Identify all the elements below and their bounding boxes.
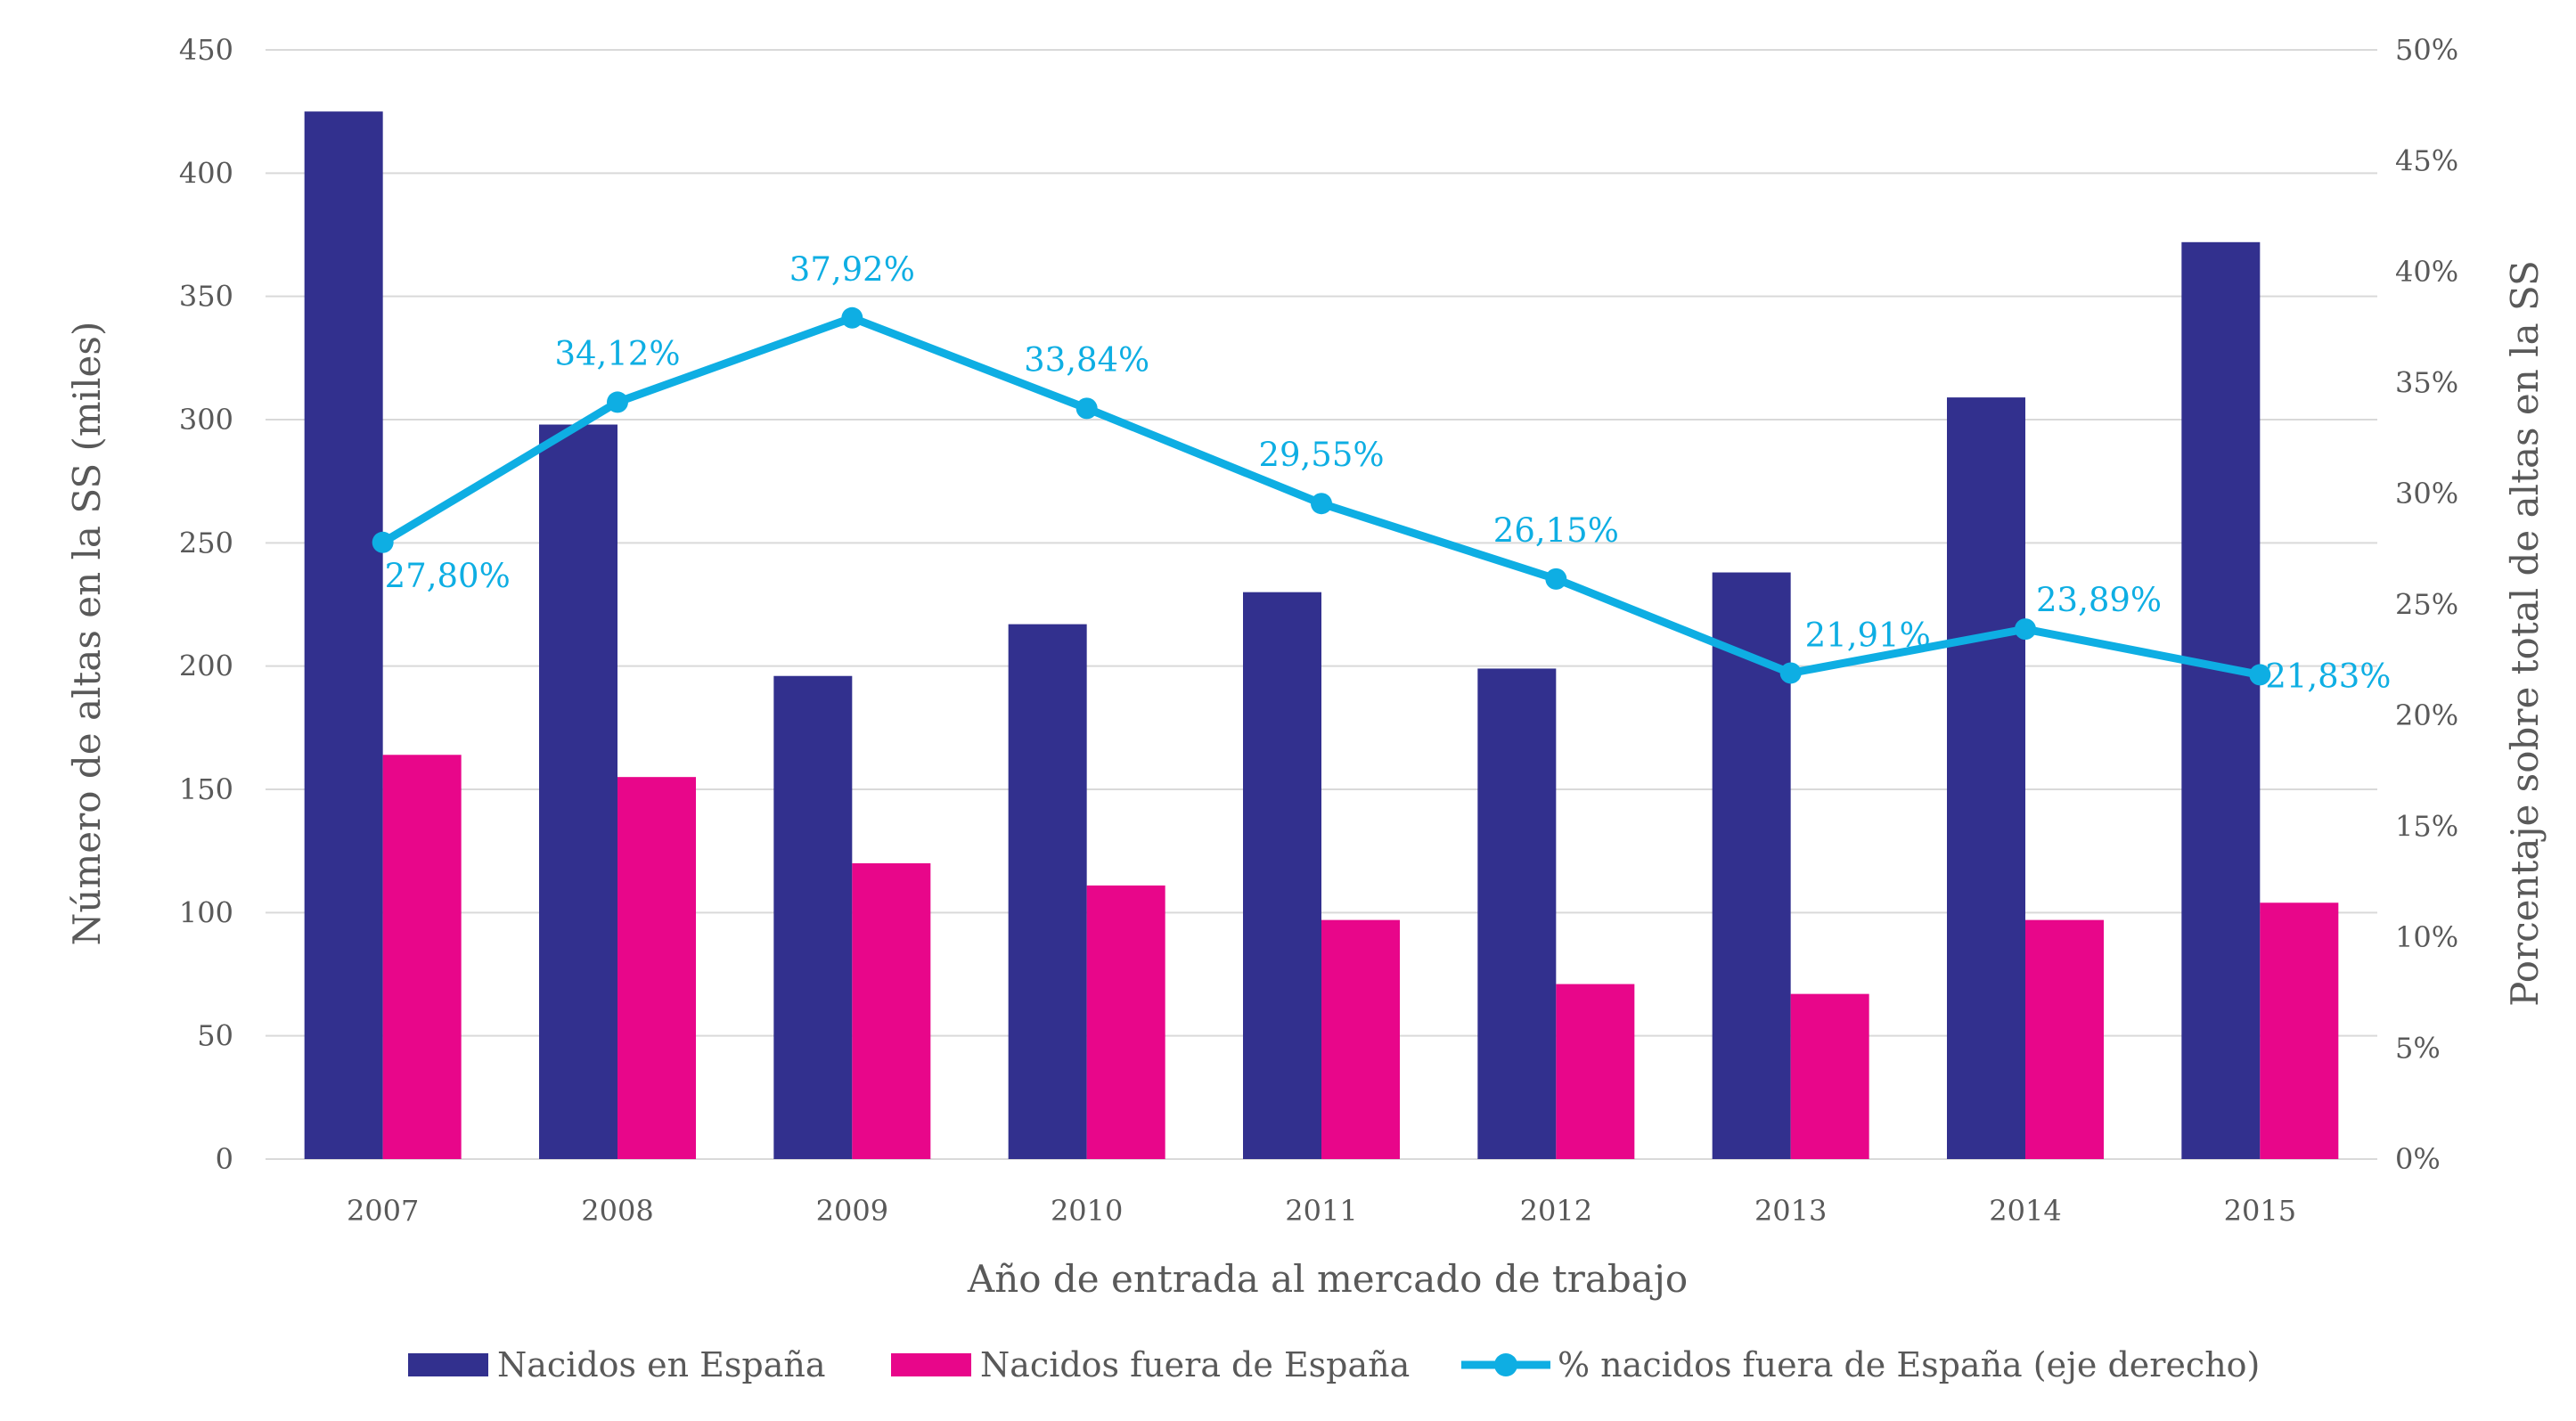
x-tick-label: 2011 (1285, 1194, 1357, 1228)
legend-label: Nacidos fuera de España (980, 1345, 1410, 1384)
bar (1477, 668, 1557, 1159)
line-point (841, 306, 863, 329)
bar (1556, 984, 1635, 1159)
y-tick-label: 50 (197, 1019, 233, 1053)
y-tick-label: 300 (179, 403, 233, 437)
bar (2181, 241, 2261, 1159)
line-point (1075, 397, 1098, 420)
data-label: 29,55% (1258, 436, 1384, 474)
bar (617, 777, 696, 1159)
y2-tick-label: 45% (2395, 144, 2458, 178)
y-tick-label: 200 (179, 649, 233, 683)
legend-label: % nacidos fuera de España (eje derecho) (1558, 1345, 2260, 1384)
bar (304, 111, 383, 1160)
data-label: 23,89% (2036, 581, 2162, 619)
y2-axis-title: Porcentaje sobre total de altas en la SS (2503, 260, 2547, 1007)
percentage-line (372, 306, 2271, 686)
line-point (1311, 493, 1332, 515)
data-labels: 27,80% 34,12% 37,92% 33,84% 29,55% 26,15% 21,9… (385, 250, 2392, 696)
line-point (2249, 664, 2271, 686)
x-tick-label: 2010 (1051, 1194, 1123, 1228)
x-axis-title: Año de entrada al mercado de trabajo (967, 1257, 1688, 1301)
line-point (1779, 662, 1802, 684)
y2-tick-label: 0% (2395, 1142, 2441, 1176)
line-point (372, 531, 394, 553)
legend: Nacidos en España Nacidos fuera de España… (408, 1345, 2260, 1384)
y-tick-label: 400 (179, 156, 233, 190)
y-tick-label: 450 (179, 33, 233, 67)
right-axis-ticks: 0% 5% 10% 15% 20% 25% 30% 35% 40% 45% 50% (2395, 33, 2458, 1176)
y-axis-title: Número de altas en la SS (miles) (65, 322, 109, 946)
legend-swatch (408, 1353, 488, 1376)
x-tick-label: 2009 (816, 1194, 888, 1228)
data-label: 34,12% (554, 334, 680, 372)
line-point (607, 391, 628, 413)
bar (1947, 397, 2025, 1160)
y2-tick-label: 25% (2395, 588, 2458, 622)
bar (539, 424, 617, 1159)
data-label: 37,92% (789, 250, 915, 289)
y-tick-label: 100 (179, 895, 233, 929)
x-tick-label: 2014 (1989, 1194, 2061, 1228)
y2-tick-label: 30% (2395, 477, 2458, 510)
y2-tick-label: 20% (2395, 698, 2458, 732)
x-tick-label: 2015 (2224, 1194, 2296, 1228)
bars (304, 111, 2339, 1160)
bar (852, 863, 931, 1159)
x-tick-label: 2013 (1754, 1194, 1827, 1228)
y-tick-label: 350 (179, 280, 233, 314)
x-tick-label: 2007 (347, 1194, 419, 1228)
bar (1086, 885, 1165, 1159)
data-label: 21,91% (1805, 616, 1931, 654)
y2-tick-label: 50% (2395, 33, 2458, 67)
bar (1321, 919, 1400, 1159)
data-label: 26,15% (1493, 511, 1619, 550)
bar (1243, 592, 1321, 1159)
bar (2025, 919, 2104, 1159)
data-label: 21,83% (2265, 657, 2391, 695)
y2-tick-label: 15% (2395, 810, 2458, 844)
bar (773, 675, 853, 1159)
bar (2260, 902, 2339, 1159)
data-label: 27,80% (385, 557, 511, 595)
legend-marker (1494, 1353, 1517, 1376)
line-point (1545, 568, 1567, 590)
line-point (2015, 618, 2036, 641)
data-label: 33,84% (1024, 340, 1149, 379)
left-axis-ticks: 0 50 100 150 200 250 300 350 400 450 (179, 33, 233, 1176)
y-tick-label: 0 (216, 1142, 233, 1176)
y2-tick-label: 5% (2395, 1032, 2441, 1066)
x-axis-ticks: 2007 2008 2009 2010 2011 2012 2013 2014 2015 (347, 1194, 2296, 1228)
x-tick-label: 2012 (1520, 1194, 1592, 1228)
y2-tick-label: 10% (2395, 920, 2458, 954)
bar (1790, 993, 1869, 1159)
bar (1008, 624, 1087, 1159)
x-tick-label: 2008 (581, 1194, 653, 1228)
y-tick-label: 250 (179, 526, 233, 559)
y2-tick-label: 40% (2395, 255, 2458, 289)
y2-tick-label: 35% (2395, 366, 2458, 400)
legend-swatch (891, 1353, 971, 1376)
bar (382, 755, 462, 1159)
y-tick-label: 150 (179, 772, 233, 806)
legend-label: Nacidos en España (497, 1345, 826, 1384)
